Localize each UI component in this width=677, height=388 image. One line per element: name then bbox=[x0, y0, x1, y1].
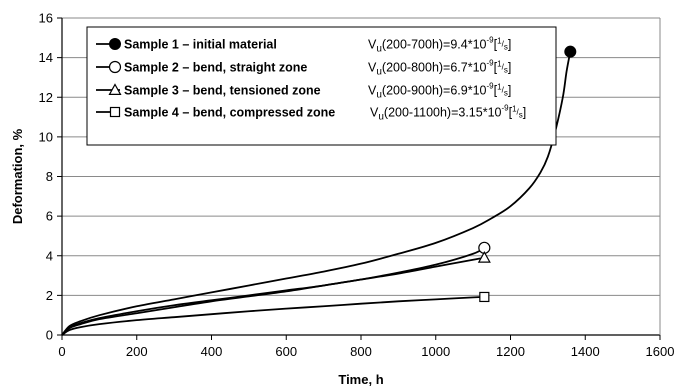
rate-unit-num: 1 bbox=[497, 37, 502, 46]
rate-unit-slash: / bbox=[517, 108, 520, 117]
legend-entry-3: Sample 3 – bend, tensioned zone Vu(200-90… bbox=[96, 82, 511, 101]
legend-rate-4: Vu(200-1100h)=3.15*10-9[1/s] bbox=[370, 104, 526, 123]
rate-unit-open: [ bbox=[494, 61, 498, 75]
y-tick-label: 10 bbox=[39, 129, 53, 144]
rate-value: (200-800h)=6.7*10 bbox=[382, 61, 487, 75]
legend-marker-2 bbox=[108, 60, 122, 74]
series-line-1 bbox=[61, 51, 572, 336]
legend: Sample 1 – initial material Vu(200-700h)=… bbox=[86, 26, 557, 146]
series-line-3 bbox=[61, 256, 485, 336]
legend-label-1: Sample 1 – initial material bbox=[124, 38, 277, 52]
y-tick-label: 4 bbox=[46, 248, 53, 263]
y-tick-label: 2 bbox=[46, 288, 53, 303]
rate-unit-den: s bbox=[504, 89, 508, 98]
rate-exponent: -9 bbox=[501, 104, 509, 113]
legend-marker-4 bbox=[109, 106, 121, 118]
legend-box bbox=[86, 26, 557, 146]
x-tick-label: 0 bbox=[58, 344, 65, 359]
rate-symbol: V bbox=[368, 61, 377, 75]
tick-labels: 0 200 400 600 800 1000 1200 1400 1600 0 2 4 6 8 10 12 14… bbox=[39, 11, 675, 360]
series-end-marker-4 bbox=[479, 291, 490, 303]
x-tick-label: 800 bbox=[350, 344, 372, 359]
y-tick-label: 6 bbox=[46, 209, 53, 224]
rate-exponent: -9 bbox=[487, 36, 495, 45]
series-1 bbox=[61, 45, 577, 336]
y-tick-label: 0 bbox=[46, 328, 53, 343]
series-end-marker-3 bbox=[477, 250, 491, 263]
legend-rate-2: Vu(200-800h)=6.7*10-9[1/s] bbox=[368, 59, 511, 78]
rate-value: (200-700h)=9.4*10 bbox=[382, 38, 487, 52]
x-tick-label: 1200 bbox=[496, 344, 525, 359]
rate-unit-den: s bbox=[519, 111, 523, 120]
series-line-4 bbox=[61, 296, 485, 336]
rate-unit-den: s bbox=[504, 66, 508, 75]
rate-unit-slash: / bbox=[502, 40, 505, 49]
legend-marker-1 bbox=[109, 38, 121, 50]
rate-unit-slash: / bbox=[502, 86, 505, 95]
x-tick-label: 400 bbox=[201, 344, 223, 359]
legend-marker-3 bbox=[108, 83, 122, 96]
rate-value: (200-1100h)=3.15*10 bbox=[384, 106, 502, 120]
rate-unit-close: ] bbox=[523, 106, 526, 120]
rate-value: (200-900h)=6.9*10 bbox=[382, 84, 487, 98]
rate-subscript: u bbox=[378, 112, 384, 123]
rate-unit-open: [ bbox=[509, 106, 513, 120]
rate-symbol: V bbox=[370, 106, 379, 120]
axes bbox=[57, 17, 661, 340]
rate-unit-num: 1 bbox=[512, 105, 517, 114]
y-tick-label: 16 bbox=[39, 11, 53, 26]
rate-unit-num: 1 bbox=[497, 60, 502, 69]
rate-exponent: -9 bbox=[487, 59, 495, 68]
x-tick-label: 1000 bbox=[421, 344, 450, 359]
legend-label-2: Sample 2 – bend, straight zone bbox=[124, 61, 307, 75]
x-tick-label: 600 bbox=[275, 344, 297, 359]
legend-label-4: Sample 4 – bend, compressed zone bbox=[124, 106, 335, 120]
x-tick-label: 200 bbox=[126, 344, 148, 359]
legend-entry-4: Sample 4 – bend, compressed zone Vu(200-1… bbox=[96, 104, 526, 123]
y-tick-label: 12 bbox=[39, 90, 53, 105]
y-tick-label: 8 bbox=[46, 169, 53, 184]
rate-unit-close: ] bbox=[508, 61, 511, 75]
rate-exponent: -9 bbox=[487, 82, 495, 91]
legend-entry-2: Sample 2 – bend, straight zone Vu(200-800… bbox=[96, 59, 511, 78]
rate-subscript: u bbox=[376, 90, 382, 101]
rate-unit-close: ] bbox=[508, 84, 511, 98]
series-3 bbox=[61, 250, 491, 336]
rate-unit-slash: / bbox=[502, 63, 505, 72]
rate-unit-den: s bbox=[504, 43, 508, 52]
series-4 bbox=[61, 291, 490, 336]
series-line-2 bbox=[61, 247, 485, 336]
series-layer bbox=[61, 45, 577, 336]
rate-subscript: u bbox=[376, 44, 382, 55]
series-end-marker-1 bbox=[564, 45, 577, 58]
legend-rate-1: Vu(200-700h)=9.4*10-9[1/s] bbox=[368, 36, 511, 55]
rate-unit-num: 1 bbox=[497, 83, 502, 92]
legend-rate-3: Vu(200-900h)=6.9*10-9[1/s] bbox=[368, 82, 511, 101]
rate-symbol: V bbox=[368, 38, 377, 52]
rate-unit-open: [ bbox=[494, 84, 498, 98]
series-2 bbox=[61, 241, 491, 336]
legend-label-3: Sample 3 – bend, tensioned zone bbox=[124, 84, 321, 98]
x-tick-label: 1400 bbox=[571, 344, 600, 359]
y-tick-label: 14 bbox=[39, 50, 53, 65]
rate-unit-open: [ bbox=[494, 38, 498, 52]
x-tick-label: 1600 bbox=[646, 344, 675, 359]
y-axis-label: Deformation, % bbox=[10, 128, 25, 224]
legend-entry-1: Sample 1 – initial material Vu(200-700h)=… bbox=[96, 36, 511, 55]
rate-subscript: u bbox=[376, 67, 382, 78]
x-axis-label: Time, h bbox=[338, 372, 383, 387]
rate-symbol: V bbox=[368, 84, 377, 98]
rate-unit-close: ] bbox=[508, 38, 511, 52]
